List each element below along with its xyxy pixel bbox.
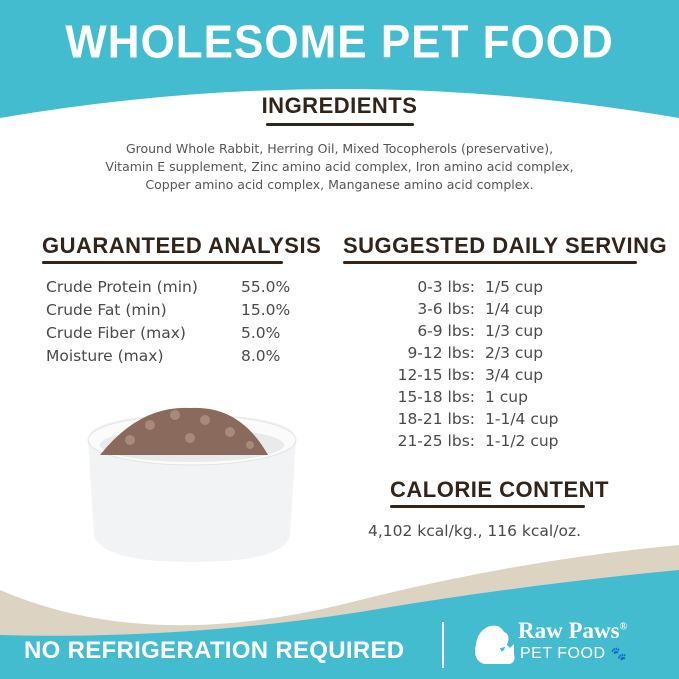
serving-row: 6-9 lbs: 1/3 cup: [340, 320, 559, 342]
nutrient-label: Crude Fiber (max): [46, 324, 186, 342]
brand-sub-text: PET FOOD: [520, 645, 606, 662]
ingredients-underline: [266, 123, 414, 126]
nutrient-value: 5.0%: [241, 324, 281, 342]
weight-range: 9-12 lbs:: [407, 344, 475, 362]
brand-subtitle: PET FOOD 🐾: [520, 645, 627, 663]
calorie-heading: CALORIE CONTENT: [390, 477, 609, 502]
serving-row: 9-12 lbs: 2/3 cup: [340, 342, 559, 364]
analysis-row: Crude Fiber (max) 5.0%: [46, 322, 290, 345]
serving-row: 3-6 lbs: 1/4 cup: [340, 298, 559, 320]
analysis-row: Crude Fat (min) 15.0%: [46, 299, 290, 322]
serving-row: 21-25 lbs: 1-1/2 cup: [340, 430, 559, 452]
nutrient-label: Moisture (max): [46, 347, 164, 365]
serving-amount: 2/3 cup: [485, 344, 544, 362]
nutrient-value: 55.0%: [241, 278, 291, 296]
serving-amount: 1-1/4 cup: [485, 410, 559, 428]
weight-range: 3-6 lbs:: [417, 300, 475, 318]
nutrient-label: Crude Fat (min): [46, 301, 167, 319]
ingredients-line: Ground Whole Rabbit, Herring Oil, Mixed …: [125, 141, 554, 156]
analysis-row: Crude Protein (min) 55.0%: [46, 276, 290, 299]
analysis-heading: GUARANTEED ANALYSIS: [42, 233, 322, 258]
nutrient-value: 15.0%: [241, 301, 291, 319]
serving-amount: 1-1/2 cup: [485, 432, 559, 450]
weight-range: 15-18 lbs:: [397, 388, 475, 406]
serving-table: 0-3 lbs: 1/5 cup 3-6 lbs: 1/4 cup 6-9 lbs:…: [340, 276, 559, 450]
serving-row: 18-21 lbs: 1-1/4 cup: [340, 408, 559, 430]
serving-amount: 1/3 cup: [485, 322, 544, 340]
weight-range: 6-9 lbs:: [417, 322, 475, 340]
serving-amount: 3/4 cup: [485, 366, 544, 384]
calorie-text: 4,102 kcal/kg., 116 kcal/oz.: [368, 522, 582, 540]
analysis-underline: [42, 261, 283, 264]
footer-tagline: NO REFRIGERATION REQUIRED: [24, 637, 405, 664]
top-banner: [0, 0, 679, 118]
serving-amount: 1 cup: [485, 388, 528, 406]
bowl: [87, 407, 297, 562]
ingredients-line: Vitamin E supplement, Zinc amino acid co…: [105, 159, 574, 174]
brand-name-text: Raw Paws: [518, 618, 620, 643]
calorie-underline: [390, 505, 585, 508]
serving-amount: 1/4 cup: [485, 300, 544, 318]
ingredients-line: Copper amino acid complex, Manganese ami…: [145, 177, 534, 192]
brand-logo: Raw Paws® PET FOOD 🐾: [470, 618, 640, 668]
serving-row: 0-3 lbs: 1/5 cup: [340, 276, 559, 298]
serving-row: 15-18 lbs: 1 cup: [340, 386, 559, 408]
weight-range: 0-3 lbs:: [417, 278, 475, 296]
weight-range: 12-15 lbs:: [397, 366, 475, 384]
weight-range: 21-25 lbs:: [397, 432, 475, 450]
analysis-row: Moisture (max) 8.0%: [46, 345, 290, 368]
paw-icon: 🐾: [610, 646, 628, 661]
nutrient-label: Crude Protein (min): [46, 278, 198, 296]
registered-mark: ®: [619, 621, 628, 633]
dog-cat-icon: [475, 625, 515, 664]
serving-row: 12-15 lbs: 3/4 cup: [340, 364, 559, 386]
serving-heading: SUGGESTED DAILY SERVING: [343, 233, 668, 258]
weight-range: 18-21 lbs:: [397, 410, 475, 428]
analysis-table: Crude Protein (min) 55.0% Crude Fat (min)…: [46, 276, 290, 368]
brand-name: Raw Paws®: [518, 618, 627, 644]
ingredients-list: Ground Whole Rabbit, Herring Oil, Mixed …: [0, 140, 679, 194]
serving-underline: [343, 261, 637, 264]
ingredients-heading: INGREDIENTS: [261, 93, 418, 118]
serving-amount: 1/5 cup: [485, 278, 544, 296]
nutrient-value: 8.0%: [241, 347, 281, 365]
page-title: WHOLESOME PET FOOD: [65, 16, 614, 69]
